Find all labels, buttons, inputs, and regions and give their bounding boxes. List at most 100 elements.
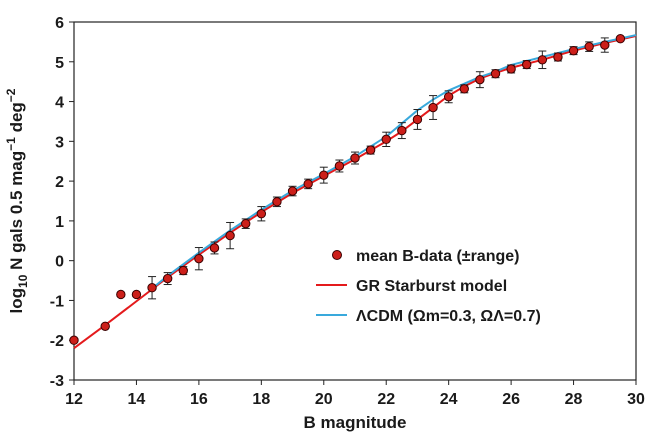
y-axis-label-log: log [7, 288, 26, 314]
data-point [412, 109, 423, 130]
x-tick-label: 14 [128, 391, 146, 408]
data-point-marker [303, 179, 313, 189]
data-point [319, 166, 329, 184]
y-axis-label-sub: 10 [16, 274, 30, 288]
data-point-marker [615, 34, 626, 44]
data-point-marker [381, 134, 391, 145]
data-point-marker [256, 209, 267, 219]
data-point-marker [147, 283, 157, 293]
legend-label-lcdm: ΛCDM (Ωm=0.3, ΩΛ=0.7) [356, 308, 541, 325]
legend-marker-data [332, 250, 342, 260]
data-point [162, 272, 173, 286]
legend-item-lcdm: ΛCDM (Ωm=0.3, ΩΛ=0.7) [316, 308, 541, 325]
legend-label-data: mean B-data (±range) [356, 248, 519, 265]
x-axis-label: B magnitude [304, 413, 407, 432]
x-tick-label: 12 [65, 391, 83, 408]
data-point-marker [428, 102, 438, 113]
data-point [584, 41, 594, 52]
data-point-marker [490, 69, 501, 79]
data-point-marker [162, 273, 173, 284]
legend-label-gr: GR Starburst model [356, 278, 507, 295]
x-tick-label: 16 [190, 391, 208, 408]
data-point [397, 122, 407, 140]
data-point [209, 241, 220, 255]
y-axis-ticks: -3 -2 -1 0 1 2 3 4 5 6 [50, 15, 74, 390]
data-point [568, 45, 579, 56]
data-point-marker [131, 289, 142, 300]
data-point [69, 335, 79, 345]
data-point [615, 34, 626, 44]
gr-starburst-line [73, 34, 637, 349]
data-point [272, 196, 282, 208]
y-tick-label: -3 [50, 373, 64, 390]
y-axis-label-deg: deg [7, 102, 26, 137]
data-point [147, 276, 157, 300]
y-axis-label: log10 N gals 0.5 mag−1 deg−2 [4, 88, 30, 313]
data-point-marker [350, 153, 360, 163]
data-point-marker [194, 253, 204, 264]
data-point [241, 218, 251, 229]
y-tick-label: 0 [55, 254, 64, 271]
data-point-marker [69, 335, 79, 345]
data-point-marker [178, 265, 188, 276]
data-point [350, 151, 360, 165]
x-tick-label: 22 [377, 391, 395, 408]
y-tick-label: -1 [50, 293, 64, 310]
y-tick-label: 2 [55, 174, 64, 191]
x-tick-label: 18 [252, 391, 270, 408]
x-tick-label: 20 [315, 391, 333, 408]
data-point-marker [443, 92, 454, 102]
data-point-marker [209, 243, 220, 253]
data-point-marker [475, 74, 485, 85]
data-point-marker [553, 52, 563, 62]
data-point [178, 265, 188, 276]
x-tick-label: 28 [565, 391, 583, 408]
data-point-marker [537, 55, 548, 65]
data-point-marker [412, 114, 423, 125]
data-point-marker [100, 321, 110, 331]
x-tick-label: 26 [502, 391, 520, 408]
data-point [443, 90, 454, 104]
data-point [381, 131, 391, 148]
y-tick-label: 5 [55, 55, 64, 72]
data-point [194, 247, 204, 271]
data-point-marker [506, 64, 516, 74]
y-tick-label: 4 [55, 95, 64, 112]
data-point-marker [334, 161, 345, 171]
data-point-marker [272, 197, 282, 207]
data-point [100, 321, 110, 331]
data-point [490, 69, 501, 79]
legend-item-gr: GR Starburst model [316, 278, 507, 295]
data-point-marker [568, 45, 579, 56]
legend-item-data: mean B-data (±range) [332, 248, 519, 265]
data-point-marker [365, 145, 376, 155]
data-point-marker [522, 59, 532, 70]
data-point [428, 95, 438, 120]
data-point-marker [116, 289, 126, 300]
data-point [600, 37, 610, 53]
data-point-marker [600, 40, 610, 50]
data-point [475, 71, 485, 89]
data-point [365, 145, 376, 155]
y-axis-label-sup2: −2 [4, 88, 18, 102]
data-point [131, 289, 142, 300]
model-lines [73, 34, 637, 349]
data-point [522, 59, 532, 70]
data-point-marker [241, 218, 251, 229]
data-point-marker [584, 41, 594, 52]
x-axis-ticks: 12 14 16 18 20 22 24 26 28 30 [65, 380, 645, 408]
data-point-marker [287, 186, 298, 196]
data-point [116, 289, 126, 300]
data-point [537, 50, 548, 70]
legend: mean B-data (±range) GR Starburst model … [316, 248, 541, 325]
data-points [69, 34, 626, 345]
data-point-marker [459, 84, 469, 94]
plot-frame [73, 21, 637, 381]
y-tick-label: -2 [50, 333, 64, 350]
y-tick-label: 6 [55, 15, 64, 32]
x-tick-label: 24 [440, 391, 458, 408]
data-point [225, 221, 235, 250]
x-tick-label: 30 [627, 391, 645, 408]
data-point [506, 64, 516, 74]
